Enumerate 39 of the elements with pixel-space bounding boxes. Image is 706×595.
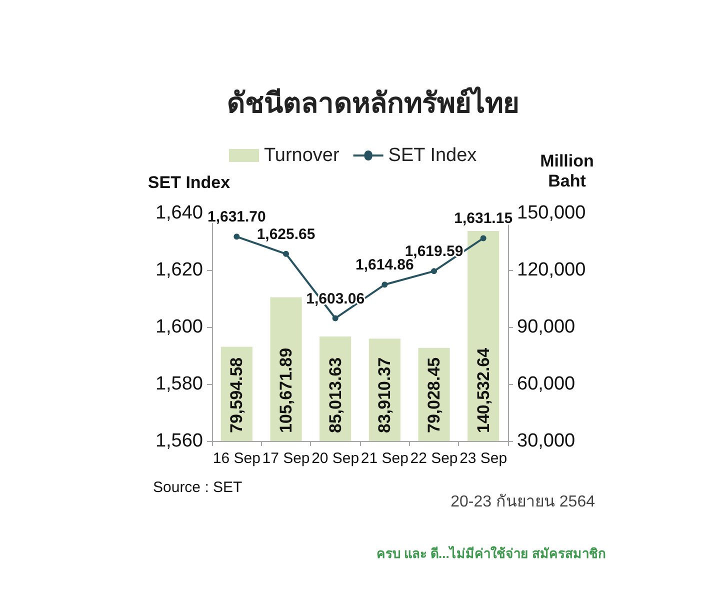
data-label: 83,910.37 bbox=[375, 357, 394, 433]
data-label: 79,594.58 bbox=[227, 357, 246, 433]
y-axis-title: SET Index bbox=[148, 173, 231, 192]
data-label: 1,631.15 bbox=[454, 210, 513, 228]
y2-axis-title: Million Baht bbox=[540, 152, 594, 190]
x-tick-label: 16 Sep bbox=[212, 450, 260, 467]
legend-label: Turnover bbox=[264, 145, 340, 166]
point bbox=[431, 268, 437, 274]
y-tick-label: 1,560 bbox=[155, 430, 203, 452]
y2-tick-label: 150,000 bbox=[517, 202, 586, 224]
point bbox=[480, 235, 486, 242]
source-note: Source : SET bbox=[153, 479, 242, 496]
x-tick-label: 22 Sep bbox=[410, 450, 458, 467]
y2-tick-label: 30,000 bbox=[517, 430, 576, 452]
data-label: 140,532.64 bbox=[474, 347, 493, 433]
y2-tick-label: 90,000 bbox=[517, 316, 576, 338]
text: 20-23 กันยายน 2564 bbox=[450, 494, 596, 510]
data-label: 105,671.89 bbox=[276, 348, 296, 433]
data-label: 1,625.65 bbox=[256, 226, 316, 243]
legend-label: SET Index bbox=[388, 145, 478, 166]
y-tick-label: 1,580 bbox=[155, 374, 203, 394]
y2-tick-label: 60,000 bbox=[517, 374, 576, 394]
y-tick-label: 1,640 bbox=[155, 202, 203, 224]
y-tick-label: 1,600 bbox=[155, 316, 203, 338]
data-label: 1,631.70 bbox=[207, 208, 266, 226]
data-label: 85,013.63 bbox=[326, 357, 345, 433]
y-tick-label: 1,620 bbox=[155, 260, 203, 280]
x-tick-label: 23 Sep bbox=[460, 450, 508, 467]
y2-tick-label: 120,000 bbox=[517, 260, 586, 280]
point bbox=[283, 250, 289, 257]
point bbox=[382, 282, 388, 288]
chart-title: ดัชนีตลาดหลักทรัพย์ไทย bbox=[227, 86, 519, 120]
x-tick-label: 17 Sep bbox=[262, 450, 310, 467]
data-label: 79,028.45 bbox=[424, 357, 444, 433]
text: ครบ และ ดี...ไม่มีค่าใช้จ่าย สมัครสมาชิก bbox=[376, 545, 606, 561]
point bbox=[332, 315, 338, 322]
point bbox=[234, 234, 240, 240]
x-tick-label: 20 Sep bbox=[312, 450, 360, 467]
x-tick-label: 21 Sep bbox=[360, 450, 408, 467]
